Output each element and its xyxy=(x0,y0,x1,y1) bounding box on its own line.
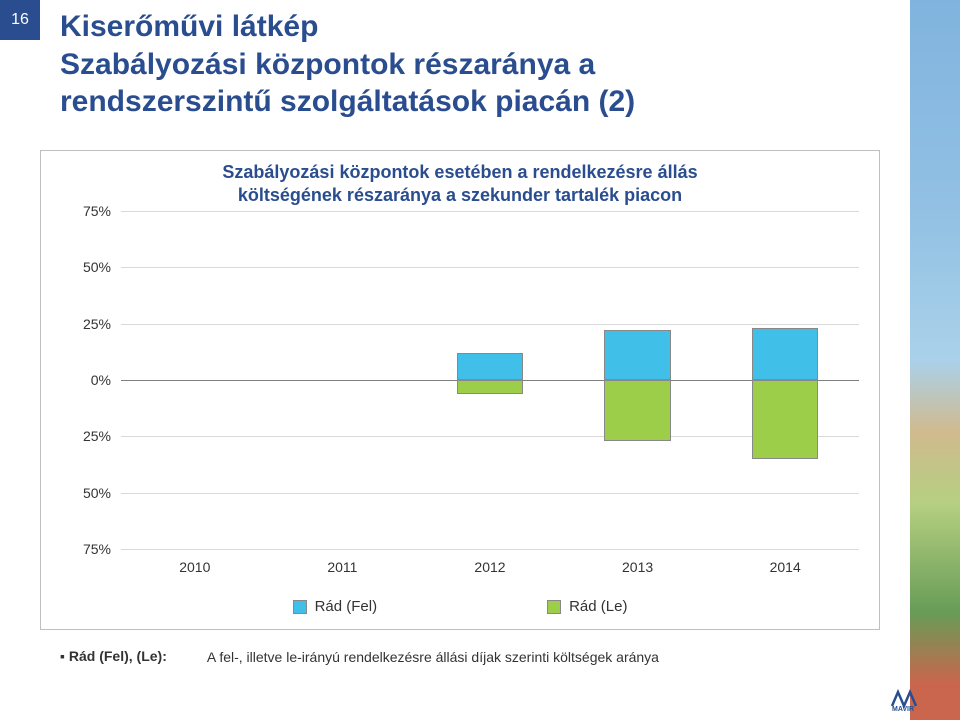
y-axis-label: 25% xyxy=(61,428,111,444)
title-line-3: rendszerszintű szolgáltatások piacán (2) xyxy=(60,83,635,121)
x-axis-label: 2011 xyxy=(292,559,392,575)
grid-line xyxy=(121,267,859,268)
x-axis-label: 2010 xyxy=(145,559,245,575)
bar xyxy=(752,328,818,380)
bar xyxy=(752,380,818,459)
y-axis-label: 75% xyxy=(61,541,111,557)
grid-line xyxy=(121,211,859,212)
mavir-logo: MAVIR xyxy=(890,686,950,712)
title-line-1: Kiserőművi látkép xyxy=(60,8,635,46)
title-line-2: Szabályozási központok részaránya a xyxy=(60,46,635,84)
y-axis-label: 50% xyxy=(61,485,111,501)
footnote-text: A fel-, illetve le-irányú rendelkezésre … xyxy=(207,648,659,668)
x-axis-label: 2014 xyxy=(735,559,835,575)
slide-number-badge: 16 xyxy=(0,0,40,40)
footnote-bullet-label: Rád (Fel), (Le): xyxy=(69,648,167,664)
legend-label-le: Rád (Le) xyxy=(569,598,627,615)
y-axis-label: 75% xyxy=(61,203,111,219)
y-axis-label: 50% xyxy=(61,259,111,275)
chart-container: Szabályozási központok esetében a rendel… xyxy=(40,150,880,630)
slide-number: 16 xyxy=(11,11,29,29)
legend-swatch-le xyxy=(547,600,561,614)
x-axis-label: 2013 xyxy=(588,559,688,575)
legend-swatch-fel xyxy=(293,600,307,614)
legend-item-fel: Rád (Fel) xyxy=(293,598,378,615)
bar xyxy=(604,380,670,441)
bar xyxy=(457,380,523,394)
grid-line xyxy=(121,493,859,494)
grid-line xyxy=(121,324,859,325)
bar xyxy=(604,330,670,380)
x-axis-label: 2012 xyxy=(440,559,540,575)
footnote: ▪ Rád (Fel), (Le): A fel-, illetve le-ir… xyxy=(60,648,880,668)
y-axis-label: 0% xyxy=(61,372,111,388)
bar xyxy=(457,353,523,380)
svg-text:MAVIR: MAVIR xyxy=(892,706,914,712)
legend: Rád (Fel) Rád (Le) xyxy=(41,598,879,615)
slide-title: Kiserőművi látkép Szabályozási központok… xyxy=(60,8,635,121)
chart-title-line-1: Szabályozási központok esetében a rendel… xyxy=(41,161,879,184)
legend-item-le: Rád (Le) xyxy=(547,598,627,615)
footnote-bullet: ▪ Rád (Fel), (Le): xyxy=(60,648,167,668)
chart-title-line-2: költségének részaránya a szekunder tarta… xyxy=(41,184,879,207)
chart-title: Szabályozási központok esetében a rendel… xyxy=(41,161,879,208)
grid-line xyxy=(121,549,859,550)
legend-label-fel: Rád (Fel) xyxy=(315,598,378,615)
y-axis-label: 25% xyxy=(61,316,111,332)
grid-line xyxy=(121,436,859,437)
slide-photo-strip xyxy=(910,0,960,720)
plot-area: 75%50%25%0%25%50%75%20102011201220132014 xyxy=(121,211,859,549)
